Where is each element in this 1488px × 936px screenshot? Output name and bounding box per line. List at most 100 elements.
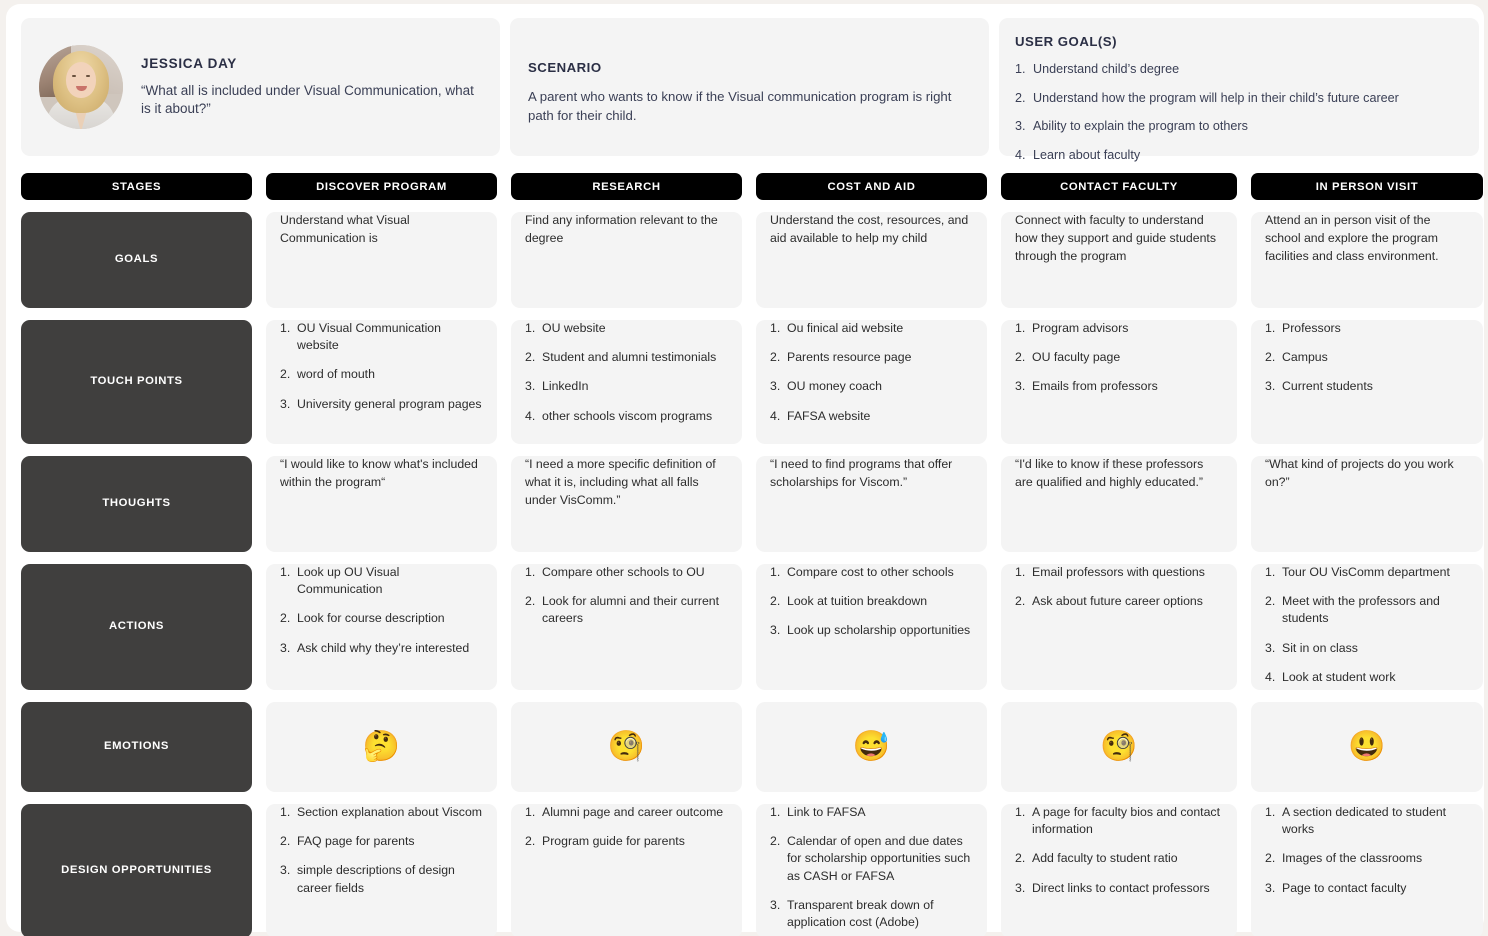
list-item-label: FAFSA website <box>787 408 871 423</box>
list-item: 2. Look for alumni and their current care… <box>525 593 728 627</box>
list-item-label: Program advisors <box>1032 321 1129 335</box>
list-number: 2. <box>525 594 536 609</box>
list-item: 1. A page for faculty bios and contact in… <box>1015 804 1223 838</box>
user-goal-item: 3. Ability to explain the program to othe… <box>1015 118 1461 136</box>
cell-list: 1. Email professors with questions 2. Ask a… <box>1015 564 1223 690</box>
list-item: 2. OU faculty page <box>1015 349 1223 366</box>
stage-header-3[interactable]: COST AND AID <box>756 173 987 200</box>
list-number: 3. <box>770 379 781 394</box>
list-item-label: Emails from professors <box>1032 379 1158 394</box>
list-number: 1. <box>1015 565 1026 579</box>
user-goals-card: USER GOAL(S) 1. Understand child’s degree… <box>999 18 1479 162</box>
list-item-label: Alumni page and career outcome <box>542 805 724 819</box>
cell-touch-points: 1. OU website 2. Student and alumni testimo… <box>511 320 742 444</box>
list-number: 1. <box>1015 805 1026 819</box>
stage-header-2[interactable]: RESEARCH <box>511 173 742 200</box>
list-item: 3. Page to contact faculty <box>1265 880 1469 897</box>
list-item: 1. Program advisors <box>1015 320 1223 337</box>
list-number: 2. <box>280 611 291 626</box>
cell-goals: Find any information relevant to the deg… <box>511 212 742 308</box>
cell-list: 1. Alumni page and career outcome 2. Progra… <box>525 804 728 936</box>
list-item-label: Email professors with questions <box>1032 565 1205 579</box>
cell-goals: Attend an in person visit of the school … <box>1251 212 1483 308</box>
cell-list: 1. Section explanation about Viscom 2. FAQ … <box>280 804 483 936</box>
stage-header-1[interactable]: DISCOVER PROGRAM <box>266 173 497 200</box>
avatar <box>39 45 123 129</box>
list-item: 1. Tour OU VisComm department <box>1265 564 1469 581</box>
user-goal-label: Understand child’s degree <box>1033 62 1180 76</box>
grinning-big-eyes-emoji: 😃 <box>1251 702 1483 792</box>
list-item-label: Direct links to contact professors <box>1032 880 1210 895</box>
list-item: 3. OU money coach <box>770 378 973 395</box>
stage-header-4[interactable]: CONTACT FACULTY <box>1001 173 1237 200</box>
list-item: 4. Look at student work <box>1265 669 1469 686</box>
list-item: 2. Ask about future career options <box>1015 593 1223 610</box>
list-item: 3. simple descriptions of design career f… <box>280 862 483 896</box>
cell-list: 1. Compare other schools to OU 2. Look for … <box>525 564 728 690</box>
list-number: 2. <box>1015 90 1026 105</box>
list-item-label: Student and alumni testimonials <box>542 350 717 365</box>
list-number: 4. <box>1015 147 1026 162</box>
cell-thoughts: “I'd like to know if these professors ar… <box>1001 456 1237 552</box>
user-goal-item: 2. Understand how the program will help i… <box>1015 90 1461 108</box>
cell-list: 1. Look up OU Visual Communication 2. Look … <box>280 564 483 690</box>
list-item: 1. A section dedicated to student works <box>1265 804 1469 838</box>
list-number: 1. <box>280 565 291 579</box>
list-item-label: word of mouth <box>297 367 375 382</box>
cell-thoughts: “What kind of projects do you work on?” <box>1251 456 1483 552</box>
list-number: 3. <box>1265 640 1276 655</box>
stage-header-5[interactable]: IN PERSON VISIT <box>1251 173 1483 200</box>
list-item: 3. Direct links to contact professors <box>1015 880 1223 897</box>
list-item-label: Compare cost to other schools <box>787 565 954 579</box>
list-item: 2. Parents resource page <box>770 349 973 366</box>
cell-text: “I need to find programs that offer scho… <box>770 457 953 489</box>
cell-thoughts: “I need a more specific definition of wh… <box>511 456 742 552</box>
list-item: 1. Section explanation about Viscom <box>280 804 483 821</box>
list-item: 2. Program guide for parents <box>525 833 728 850</box>
header-stages[interactable]: STAGES <box>21 173 252 200</box>
summary-band: JESSICA DAY “What all is included under … <box>21 18 1479 162</box>
list-item: 3. LinkedIn <box>525 378 728 395</box>
list-item: 2. Student and alumni testimonials <box>525 349 728 366</box>
list-number: 3. <box>770 897 781 912</box>
cell-touch-points: 1. OU Visual Communication website 2. word … <box>266 320 497 444</box>
list-item-label: OU faculty page <box>1032 350 1121 365</box>
list-item-label: University general program pages <box>297 396 482 411</box>
cell-goals: Understand what Visual Communication is <box>266 212 497 308</box>
list-item-label: Meet with the professors and students <box>1282 594 1440 626</box>
list-number: 4. <box>770 408 781 423</box>
list-number: 1. <box>1265 805 1276 819</box>
journey-grid: STAGES DISCOVER PROGRAM RESEARCH COST AND A… <box>21 173 1483 936</box>
cell-design-opportunities: 1. Section explanation about Viscom 2. FAQ … <box>266 804 497 936</box>
list-number: 1. <box>280 321 291 335</box>
cell-list: 1. Program advisors 2. OU faculty page 3. Ema… <box>1015 320 1223 444</box>
list-item-label: Tour OU VisComm department <box>1282 565 1450 579</box>
list-item: 2. Calendar of open and due dates for sch… <box>770 833 973 885</box>
cell-touch-points: 1. Program advisors 2. OU faculty page 3. Ema… <box>1001 320 1237 444</box>
cell-touch-points: 1. Ou finical aid website 2. Parents resour… <box>756 320 987 444</box>
list-item: 2. Images of the classrooms <box>1265 850 1469 867</box>
list-number: 3. <box>280 396 291 411</box>
list-number: 1. <box>1015 62 1026 76</box>
cell-actions: 1. Tour OU VisComm department 2. Meet with … <box>1251 564 1483 690</box>
thinking-face-emoji: 🤔 <box>266 702 497 792</box>
cell-actions: 1. Compare other schools to OU 2. Look for … <box>511 564 742 690</box>
list-number: 3. <box>280 640 291 655</box>
grinning-sweat-emoji: 😅 <box>756 702 987 792</box>
scenario-card: SCENARIO A parent who wants to know if t… <box>510 18 989 156</box>
list-number: 3. <box>1015 119 1026 134</box>
list-item-label: A section dedicated to student works <box>1282 805 1447 837</box>
list-number: 2. <box>1015 350 1026 365</box>
list-item-label: Look at tuition breakdown <box>787 594 928 609</box>
cell-text: Understand what Visual Communication is <box>280 213 410 245</box>
list-number: 1. <box>525 565 536 579</box>
cell-list: 1. Ou finical aid website 2. Parents resour… <box>770 320 973 444</box>
scenario-title: SCENARIO <box>528 60 602 75</box>
cell-text: Find any information relevant to the deg… <box>525 213 718 245</box>
list-number: 3. <box>770 623 781 638</box>
cell-design-opportunities: 1. A page for faculty bios and contact in… <box>1001 804 1237 936</box>
list-number: 2. <box>280 367 291 382</box>
persona-card: JESSICA DAY “What all is included under … <box>21 18 500 156</box>
list-number: 2. <box>525 350 536 365</box>
list-number: 2. <box>280 834 291 849</box>
